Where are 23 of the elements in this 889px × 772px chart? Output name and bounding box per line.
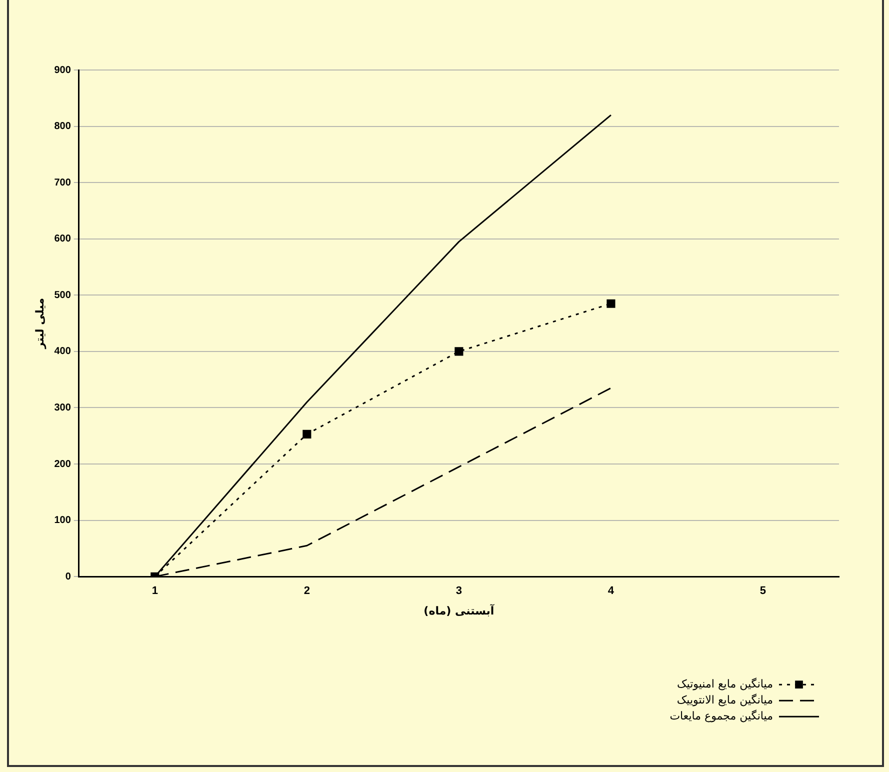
point bbox=[606, 299, 616, 308]
legend-label: میانگین مجموع مایعات bbox=[670, 709, 774, 722]
y-tick-label: 300 bbox=[54, 402, 72, 414]
x-tick-label: 5 bbox=[760, 585, 766, 598]
x-axis-title: آبستنی (ماه) bbox=[424, 603, 494, 618]
legend-label: میانگین مایع الانتوییک bbox=[676, 693, 774, 706]
y-tick-label: 0 bbox=[65, 571, 72, 582]
x-tick-label: 1 bbox=[152, 585, 158, 598]
y-tick-label: 200 bbox=[54, 458, 72, 470]
point bbox=[302, 430, 312, 438]
y-tick-label: 900 bbox=[54, 64, 72, 76]
y-tick-label: 700 bbox=[54, 177, 72, 188]
y-tick-label: 400 bbox=[54, 346, 72, 358]
x-tick-label: 2 bbox=[304, 585, 310, 598]
x-tick-label: 4 bbox=[608, 585, 615, 598]
x-tick-label: 3 bbox=[456, 585, 462, 598]
y-axis-title: میلی لیتر bbox=[33, 298, 46, 350]
legend-label: میانگین مایع امنیوتیک bbox=[676, 677, 774, 690]
y-tick-label: 600 bbox=[54, 234, 72, 245]
y-tick-label: 500 bbox=[54, 290, 72, 301]
y-tick-label: 800 bbox=[54, 121, 72, 132]
y-tick-label: 100 bbox=[54, 515, 72, 526]
point bbox=[454, 347, 464, 356]
